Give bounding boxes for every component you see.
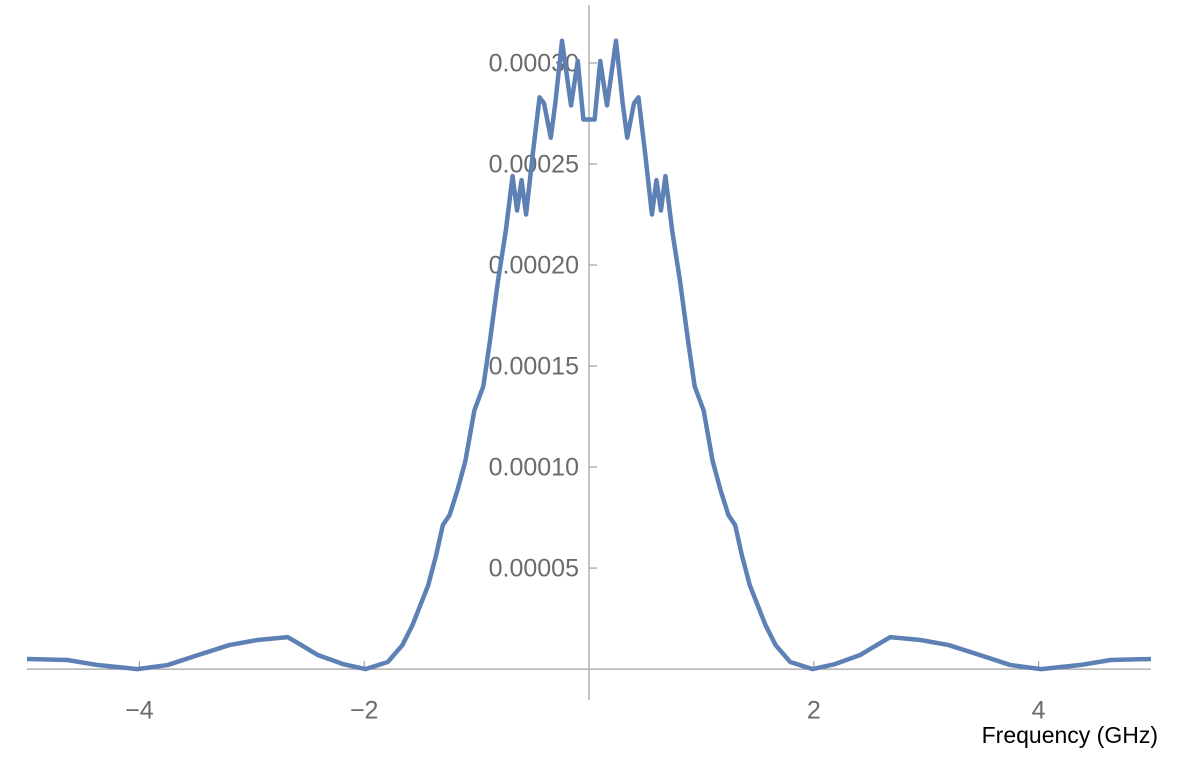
x-tick-label: 4 — [1032, 697, 1046, 725]
x-tick-label: −4 — [125, 697, 154, 725]
y-tick-label: 0.00015 — [489, 353, 579, 381]
data-line — [26, 38, 1152, 672]
y-tick-label: 0.00005 — [489, 555, 579, 583]
x-tick-label: 2 — [807, 697, 821, 725]
x-tick-label: −2 — [350, 697, 379, 725]
x-axis-label: Frequency (GHz) — [982, 722, 1158, 748]
y-tick-label: 0.00010 — [489, 454, 579, 482]
